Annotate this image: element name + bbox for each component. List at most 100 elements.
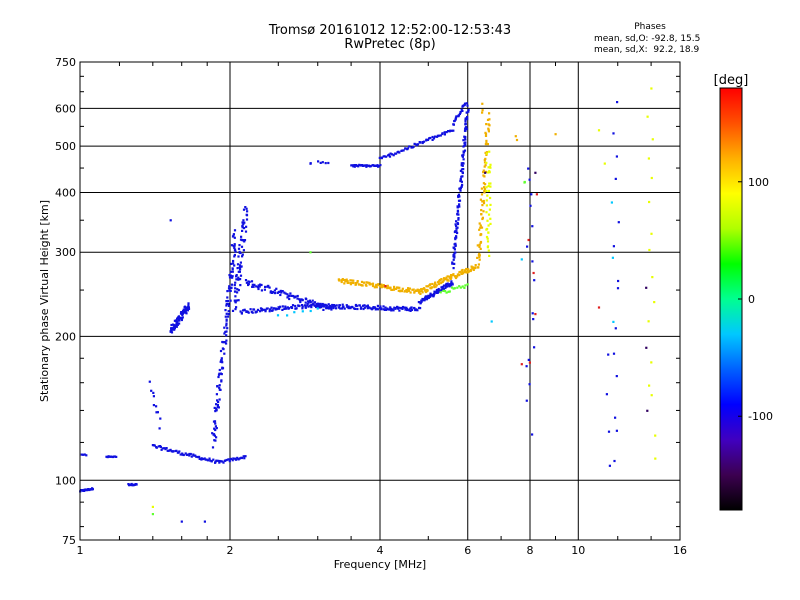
- data-point: [451, 282, 454, 285]
- data-point: [343, 282, 346, 285]
- data-point: [489, 182, 492, 185]
- data-point: [395, 287, 398, 290]
- data-point: [372, 164, 375, 167]
- data-point: [455, 275, 458, 278]
- data-point: [176, 323, 179, 326]
- data-point: [614, 416, 617, 419]
- data-point: [607, 430, 611, 433]
- data-point: [650, 394, 653, 397]
- data-point: [450, 284, 453, 287]
- data-point: [478, 258, 481, 261]
- data-point: [458, 285, 461, 288]
- data-point: [431, 138, 434, 141]
- data-point: [238, 250, 241, 253]
- data-point: [237, 255, 240, 258]
- data-point: [236, 288, 239, 291]
- data-point: [298, 304, 301, 308]
- data-point: [490, 320, 493, 323]
- y-tick-label: 400: [55, 186, 76, 199]
- data-point: [359, 164, 362, 167]
- data-point: [360, 306, 363, 309]
- data-point: [489, 222, 492, 225]
- data-point: [361, 304, 365, 307]
- data-point: [449, 129, 452, 132]
- data-point: [489, 196, 492, 200]
- data-point: [464, 117, 467, 120]
- data-point: [225, 339, 228, 342]
- data-point: [482, 199, 485, 203]
- data-point: [251, 285, 254, 288]
- data-point: [438, 282, 441, 286]
- data-point: [392, 154, 395, 157]
- data-point: [417, 301, 420, 304]
- data-point: [242, 219, 245, 222]
- data-point: [457, 218, 460, 221]
- data-point: [321, 161, 324, 164]
- data-point: [269, 308, 272, 311]
- data-point: [218, 398, 221, 401]
- data-point: [219, 360, 222, 363]
- data-point: [356, 307, 359, 311]
- data-point: [252, 285, 255, 288]
- data-point: [243, 308, 246, 311]
- data-point: [472, 268, 475, 271]
- data-point: [461, 285, 464, 288]
- data-point: [338, 279, 341, 282]
- data-point: [233, 264, 236, 267]
- data-point: [271, 290, 275, 294]
- data-point: [481, 204, 484, 207]
- data-point: [315, 303, 318, 306]
- data-point: [239, 310, 242, 313]
- data-point: [375, 286, 378, 289]
- data-point: [211, 446, 215, 449]
- data-point: [232, 259, 235, 263]
- data-point: [462, 162, 465, 165]
- data-point: [401, 287, 404, 290]
- data-point: [188, 454, 191, 457]
- data-point: [396, 286, 399, 289]
- data-point: [425, 138, 428, 141]
- data-point: [611, 256, 614, 259]
- data-point: [376, 304, 379, 307]
- data-point: [479, 226, 482, 229]
- data-point: [478, 222, 481, 225]
- data-point: [85, 454, 88, 457]
- data-point: [268, 310, 271, 313]
- data-point: [241, 239, 244, 242]
- data-point: [220, 373, 223, 376]
- data-point: [456, 221, 459, 225]
- data-point: [227, 313, 230, 316]
- data-point: [236, 456, 239, 459]
- data-point: [434, 291, 437, 294]
- data-point: [244, 279, 248, 282]
- data-point: [380, 283, 383, 286]
- data-point: [286, 293, 289, 296]
- data-point: [316, 307, 319, 310]
- data-point: [486, 237, 489, 240]
- stats-o-line: mean, sd,O: -92.8, 15.5: [594, 34, 701, 44]
- data-point: [230, 244, 234, 247]
- data-point: [176, 321, 179, 324]
- data-point: [296, 294, 299, 298]
- data-point: [347, 307, 350, 310]
- data-point: [245, 213, 248, 216]
- data-point: [457, 193, 460, 196]
- data-point: [488, 118, 491, 121]
- chart-title: Tromsø 20161012 12:52:00-12:53:43: [268, 23, 512, 38]
- data-point: [303, 304, 306, 307]
- data-point: [412, 288, 415, 291]
- data-point: [236, 267, 239, 270]
- data-point: [225, 302, 228, 306]
- data-point: [482, 170, 485, 174]
- data-point: [489, 185, 492, 188]
- data-point: [479, 233, 482, 237]
- data-point: [234, 300, 237, 303]
- data-point: [178, 322, 181, 325]
- data-point: [349, 283, 352, 286]
- data-point: [259, 283, 262, 286]
- data-point: [488, 150, 491, 153]
- data-point: [460, 272, 463, 275]
- data-point: [315, 304, 318, 308]
- data-point: [424, 289, 427, 292]
- data-point: [459, 186, 462, 189]
